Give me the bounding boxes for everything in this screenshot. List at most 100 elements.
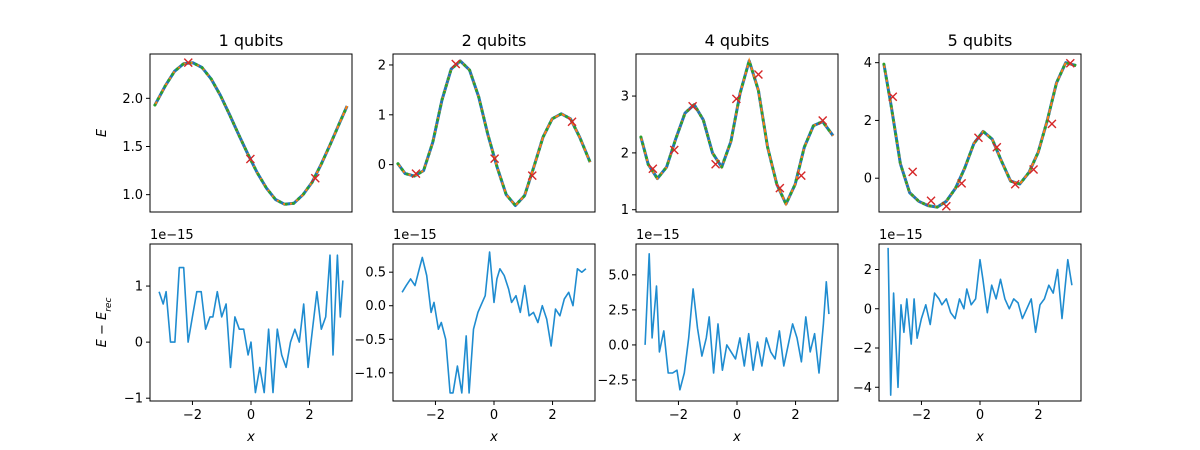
y-tick-label: 2	[864, 263, 872, 278]
x-tick-label: 0	[976, 408, 984, 423]
sampled-energy-dots	[639, 55, 835, 208]
panel-title: 5 qubits	[948, 31, 1013, 50]
panel-title: 2 qubits	[462, 31, 527, 50]
panel-4: 0 2 4 5 qubits	[864, 31, 1082, 213]
reconstructed-energy-line	[154, 61, 349, 206]
x-tick-label: 0	[490, 408, 498, 423]
x-tick-label: −2	[183, 408, 202, 423]
axes-frame	[635, 243, 839, 402]
evaluation-point-marker	[527, 171, 537, 181]
x-tick-label: 2	[548, 408, 556, 423]
panel-1: 1.0 1.5 2.0 1 qubits E	[95, 31, 353, 213]
evaluation-point-marker	[310, 173, 320, 183]
y-tick-label: −1	[124, 392, 143, 407]
panel-title: 4 qubits	[705, 31, 770, 50]
evaluation-point-marker	[1029, 165, 1039, 175]
y-tick-label: 2	[864, 114, 872, 129]
panel-6: −1.0 −0.5 0.0 0.5 −2 0 2 1e−15 x	[354, 228, 596, 445]
residual-error-line	[158, 254, 344, 394]
exact-energy-line	[639, 59, 835, 206]
residual-error-line	[644, 253, 830, 391]
evaluation-point-marker	[648, 164, 658, 174]
reconstructed-energy-line	[639, 57, 834, 207]
x-tick-label: −2	[669, 408, 688, 423]
evaluation-point-marker	[688, 101, 698, 111]
evaluation-point-marker	[957, 178, 967, 188]
evaluation-point-marker	[669, 145, 679, 155]
evaluation-point-marker	[926, 196, 936, 206]
evaluation-point-marker	[973, 133, 983, 143]
y-tick-label: 0.5	[365, 266, 386, 281]
axis-offset-label: 1e−15	[150, 228, 194, 243]
x-tick-label: 0	[247, 408, 255, 423]
y-tick-label: 2.5	[608, 303, 629, 318]
evaluation-point-marker	[490, 154, 500, 164]
y-tick-label: 1.5	[122, 140, 143, 155]
evaluation-point-marker	[818, 116, 828, 125]
evaluation-point-marker	[567, 117, 577, 127]
axes-frame	[878, 53, 1082, 213]
x-tick-label: 2	[305, 408, 313, 423]
y-axis-label-text: E − E	[95, 311, 110, 347]
panel-2: 0 1 2 2 qubits	[378, 31, 596, 213]
y-axis-label: E	[95, 128, 110, 137]
panel-3: 1 2 3 4 qubits	[621, 31, 839, 218]
y-tick-label: 1	[378, 108, 386, 123]
x-tick-label: 0	[733, 408, 741, 423]
y-tick-label: 1	[621, 203, 629, 218]
y-axis-label-subscript: rec	[104, 298, 114, 312]
x-tick-label: 2	[791, 408, 799, 423]
evaluation-point-marker	[888, 92, 898, 102]
evaluation-point-marker	[992, 142, 1002, 152]
axes-frame	[635, 53, 839, 213]
evaluation-point-marker	[1010, 179, 1020, 189]
y-tick-label: 1	[135, 280, 143, 295]
residual-error-line	[887, 247, 1073, 396]
evaluation-point-marker	[753, 69, 763, 79]
y-tick-label: −1.0	[354, 366, 386, 381]
panel-5: −1 0 1 −2 0 2 1e−15 x E − Erec	[95, 228, 353, 445]
evaluation-point-marker	[731, 94, 741, 104]
evaluation-point-marker	[1065, 58, 1075, 68]
axis-offset-label: 1e−15	[879, 228, 923, 243]
y-tick-label: 2	[621, 146, 629, 161]
y-tick-label: 0	[378, 158, 386, 173]
y-axis-label: E − Erec	[95, 298, 114, 348]
reconstructed-energy-line	[397, 59, 592, 208]
y-tick-label: 0	[135, 336, 143, 351]
panel-8: −4 −2 0 2 −2 0 2 1e−15 x	[853, 228, 1082, 445]
evaluation-point-marker	[908, 167, 918, 177]
sampled-energy-dots	[882, 60, 1078, 209]
y-tick-label: 5.0	[608, 268, 629, 283]
evaluation-point-marker	[451, 59, 461, 69]
axis-offset-label: 1e−15	[393, 228, 437, 243]
y-tick-label: 0.0	[608, 338, 629, 353]
evaluation-point-marker	[1047, 119, 1057, 129]
x-axis-label: x	[975, 430, 984, 445]
axis-offset-label: 1e−15	[636, 228, 680, 243]
panel-title: 1 qubits	[219, 31, 284, 50]
y-tick-label: −4	[853, 381, 872, 396]
y-tick-label: −2	[853, 342, 872, 357]
panel-7: −2.5 0.0 2.5 5.0 −2 0 2 1e−15 x	[597, 228, 839, 445]
axes-frame	[149, 53, 353, 213]
exact-energy-line	[396, 59, 592, 207]
x-axis-label: x	[489, 430, 498, 445]
axes-frame	[392, 243, 596, 402]
y-tick-label: −0.5	[354, 333, 386, 348]
exact-energy-line	[153, 61, 349, 206]
sampled-energy-dots	[153, 61, 349, 206]
evaluation-point-marker	[411, 169, 421, 179]
y-tick-label: 2.0	[122, 92, 143, 107]
residual-error-line	[401, 251, 587, 394]
x-tick-label: −2	[912, 408, 931, 423]
x-tick-label: 2	[1034, 408, 1042, 423]
y-tick-label: 0	[864, 302, 872, 317]
sampled-energy-dots	[396, 58, 592, 208]
x-tick-label: −2	[426, 408, 445, 423]
y-tick-label: 1.0	[122, 188, 143, 203]
x-axis-label: x	[246, 430, 255, 445]
evaluation-point-marker	[796, 171, 806, 181]
evaluation-point-marker	[245, 154, 255, 164]
